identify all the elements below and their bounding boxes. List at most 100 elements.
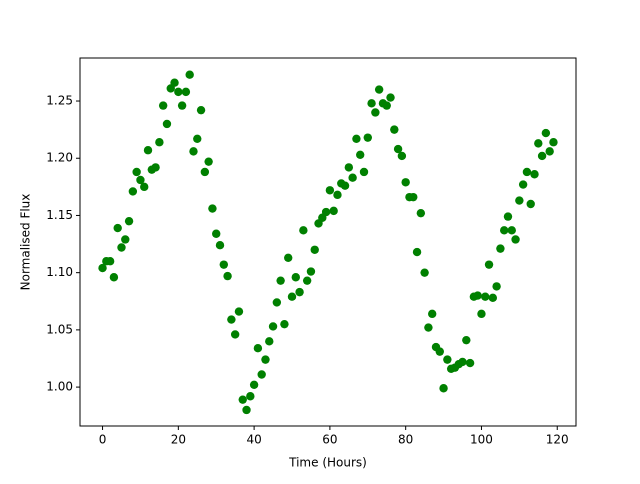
point — [348, 173, 357, 182]
x-axis-label: Time (Hours) — [288, 456, 367, 470]
point — [284, 253, 293, 262]
point — [484, 260, 494, 269]
point — [321, 207, 331, 217]
y-tick-label: 1.25 — [46, 94, 73, 108]
point — [204, 157, 213, 166]
point — [477, 309, 486, 319]
point — [534, 139, 543, 148]
x-tick-label: 0 — [99, 433, 107, 447]
point — [155, 138, 164, 147]
point — [121, 235, 130, 244]
point — [412, 247, 422, 257]
y-tick-label: 1.15 — [46, 208, 73, 222]
point — [299, 226, 308, 235]
point — [473, 291, 482, 300]
point — [465, 358, 475, 368]
point — [238, 395, 247, 404]
point — [249, 380, 259, 390]
point — [177, 101, 187, 110]
point — [424, 323, 433, 332]
point — [242, 405, 251, 415]
point — [409, 192, 418, 202]
point — [359, 167, 369, 177]
point — [185, 70, 194, 79]
x-tick-label: 40 — [246, 433, 261, 447]
point — [268, 322, 278, 331]
point — [397, 151, 407, 161]
x-tick-label: 80 — [398, 433, 413, 447]
point — [215, 241, 225, 250]
axes-frame — [79, 57, 577, 427]
point — [530, 170, 539, 179]
y-tick-label: 1.10 — [46, 265, 73, 279]
point — [128, 187, 138, 196]
point — [488, 293, 498, 303]
point — [401, 178, 410, 187]
point — [143, 146, 153, 155]
point — [246, 392, 255, 401]
y-tick-label: 1.05 — [46, 322, 73, 336]
point — [386, 93, 395, 102]
point — [503, 212, 513, 221]
point — [496, 244, 505, 253]
point — [105, 257, 115, 266]
point — [136, 175, 145, 185]
point — [212, 229, 221, 238]
point — [443, 355, 452, 364]
point — [117, 243, 126, 252]
point — [518, 180, 528, 189]
point — [124, 216, 134, 226]
point — [340, 181, 350, 190]
point — [507, 226, 516, 235]
point — [265, 337, 274, 346]
point — [511, 235, 520, 244]
point — [390, 125, 399, 134]
point — [253, 343, 263, 353]
point — [162, 119, 172, 129]
point — [158, 101, 168, 110]
y-tick-label: 1.20 — [46, 151, 73, 165]
point — [515, 196, 524, 205]
point — [227, 315, 236, 324]
point — [140, 182, 149, 192]
point — [208, 204, 217, 213]
point — [295, 287, 304, 297]
point — [193, 134, 202, 143]
point — [223, 271, 232, 281]
point — [170, 78, 179, 87]
point — [435, 347, 444, 356]
x-tick-label: 120 — [546, 433, 569, 447]
point — [462, 335, 471, 345]
point — [325, 186, 335, 195]
point — [219, 260, 228, 269]
point — [306, 267, 316, 276]
point — [230, 330, 240, 339]
point — [428, 309, 437, 319]
point — [492, 282, 501, 291]
point — [371, 108, 380, 117]
point — [545, 147, 554, 156]
point — [234, 307, 244, 316]
point — [344, 163, 354, 172]
x-tick-label: 100 — [470, 433, 493, 447]
point — [549, 138, 558, 147]
point — [291, 273, 300, 282]
point — [174, 87, 183, 97]
point — [458, 357, 467, 367]
point — [98, 263, 107, 273]
point — [416, 208, 426, 218]
point — [151, 163, 160, 172]
point — [272, 298, 282, 307]
x-tick-label: 20 — [171, 433, 186, 447]
point — [367, 99, 376, 108]
point — [499, 226, 509, 235]
point — [261, 355, 270, 364]
x-tick-label: 60 — [322, 433, 337, 447]
point — [333, 190, 342, 200]
point — [132, 167, 141, 177]
point — [200, 167, 210, 177]
point — [113, 223, 122, 233]
point — [356, 150, 365, 160]
point — [363, 133, 372, 142]
